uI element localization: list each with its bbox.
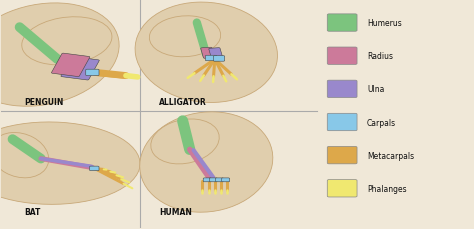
FancyBboxPatch shape xyxy=(210,178,218,182)
FancyBboxPatch shape xyxy=(61,57,99,81)
FancyBboxPatch shape xyxy=(90,166,99,171)
Ellipse shape xyxy=(0,133,49,178)
FancyBboxPatch shape xyxy=(86,70,99,76)
FancyBboxPatch shape xyxy=(201,48,215,59)
Text: HUMAN: HUMAN xyxy=(159,207,192,216)
Ellipse shape xyxy=(22,18,112,66)
Ellipse shape xyxy=(149,17,221,57)
Text: Carpals: Carpals xyxy=(367,118,396,127)
Text: Metacarpals: Metacarpals xyxy=(367,151,414,160)
Ellipse shape xyxy=(0,123,140,204)
FancyBboxPatch shape xyxy=(327,15,357,32)
Ellipse shape xyxy=(151,120,219,164)
FancyBboxPatch shape xyxy=(209,49,223,60)
FancyBboxPatch shape xyxy=(327,180,357,197)
Ellipse shape xyxy=(135,3,277,103)
FancyBboxPatch shape xyxy=(203,178,211,182)
Text: Radius: Radius xyxy=(367,52,393,61)
FancyBboxPatch shape xyxy=(327,114,357,131)
FancyBboxPatch shape xyxy=(327,147,357,164)
FancyBboxPatch shape xyxy=(205,56,217,61)
FancyBboxPatch shape xyxy=(216,178,224,182)
FancyBboxPatch shape xyxy=(222,178,230,182)
Text: BAT: BAT xyxy=(24,207,41,216)
Ellipse shape xyxy=(140,112,273,212)
FancyBboxPatch shape xyxy=(327,48,357,65)
Polygon shape xyxy=(41,158,124,184)
FancyBboxPatch shape xyxy=(213,57,225,62)
FancyBboxPatch shape xyxy=(327,81,357,98)
Ellipse shape xyxy=(0,4,119,107)
Text: ALLIGATOR: ALLIGATOR xyxy=(159,98,207,106)
Text: Ulna: Ulna xyxy=(367,85,384,94)
FancyBboxPatch shape xyxy=(52,54,90,77)
Text: Phalanges: Phalanges xyxy=(367,184,407,193)
Text: PENGUIN: PENGUIN xyxy=(24,98,64,106)
Text: Humerus: Humerus xyxy=(367,19,402,28)
